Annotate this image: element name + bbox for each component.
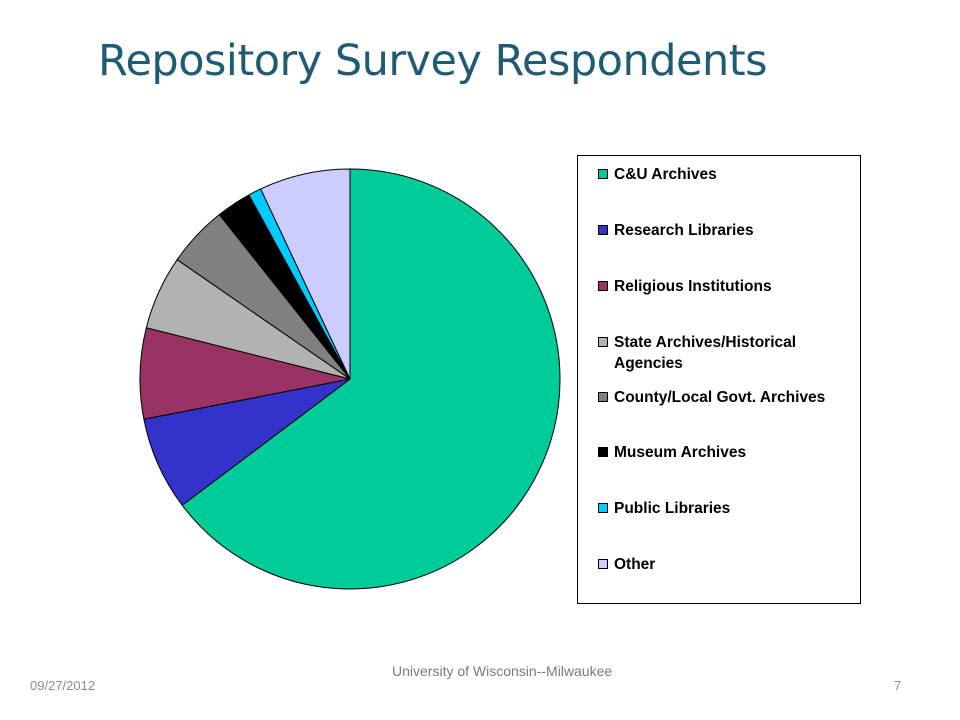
legend-label: Religious Institutions [614,278,772,295]
legend-swatch [598,337,608,347]
slide-title: Repository Survey Respondents [98,36,768,86]
legend-swatch [598,503,608,513]
pie-slice-other [260,168,351,380]
pie-slices [139,168,561,590]
legend-swatch [598,225,608,235]
legend-label: Public Libraries [614,500,731,517]
legend-swatch [598,447,608,457]
legend-swatch [598,169,608,179]
legend-label: Museum Archives [614,444,747,461]
legend-label: County/Local Govt. Archives [614,389,826,406]
footer-date: 09/27/2012 [30,678,96,693]
legend-label: Research Libraries [614,222,754,239]
legend-label: State Archives/Historical Agencies [614,334,797,372]
legend-swatch [598,392,608,402]
chart-legend: C&U Archives Research Libraries Religiou… [577,155,861,604]
legend-swatch [598,559,608,569]
pie-slice-c-u-archives [181,168,561,590]
page-number: 7 [894,678,902,693]
legend-label: C&U Archives [614,166,717,183]
footer-institution: University of Wisconsin--Milwaukee [392,663,613,679]
legend-label: Other [614,556,656,573]
legend-swatch [598,281,608,291]
